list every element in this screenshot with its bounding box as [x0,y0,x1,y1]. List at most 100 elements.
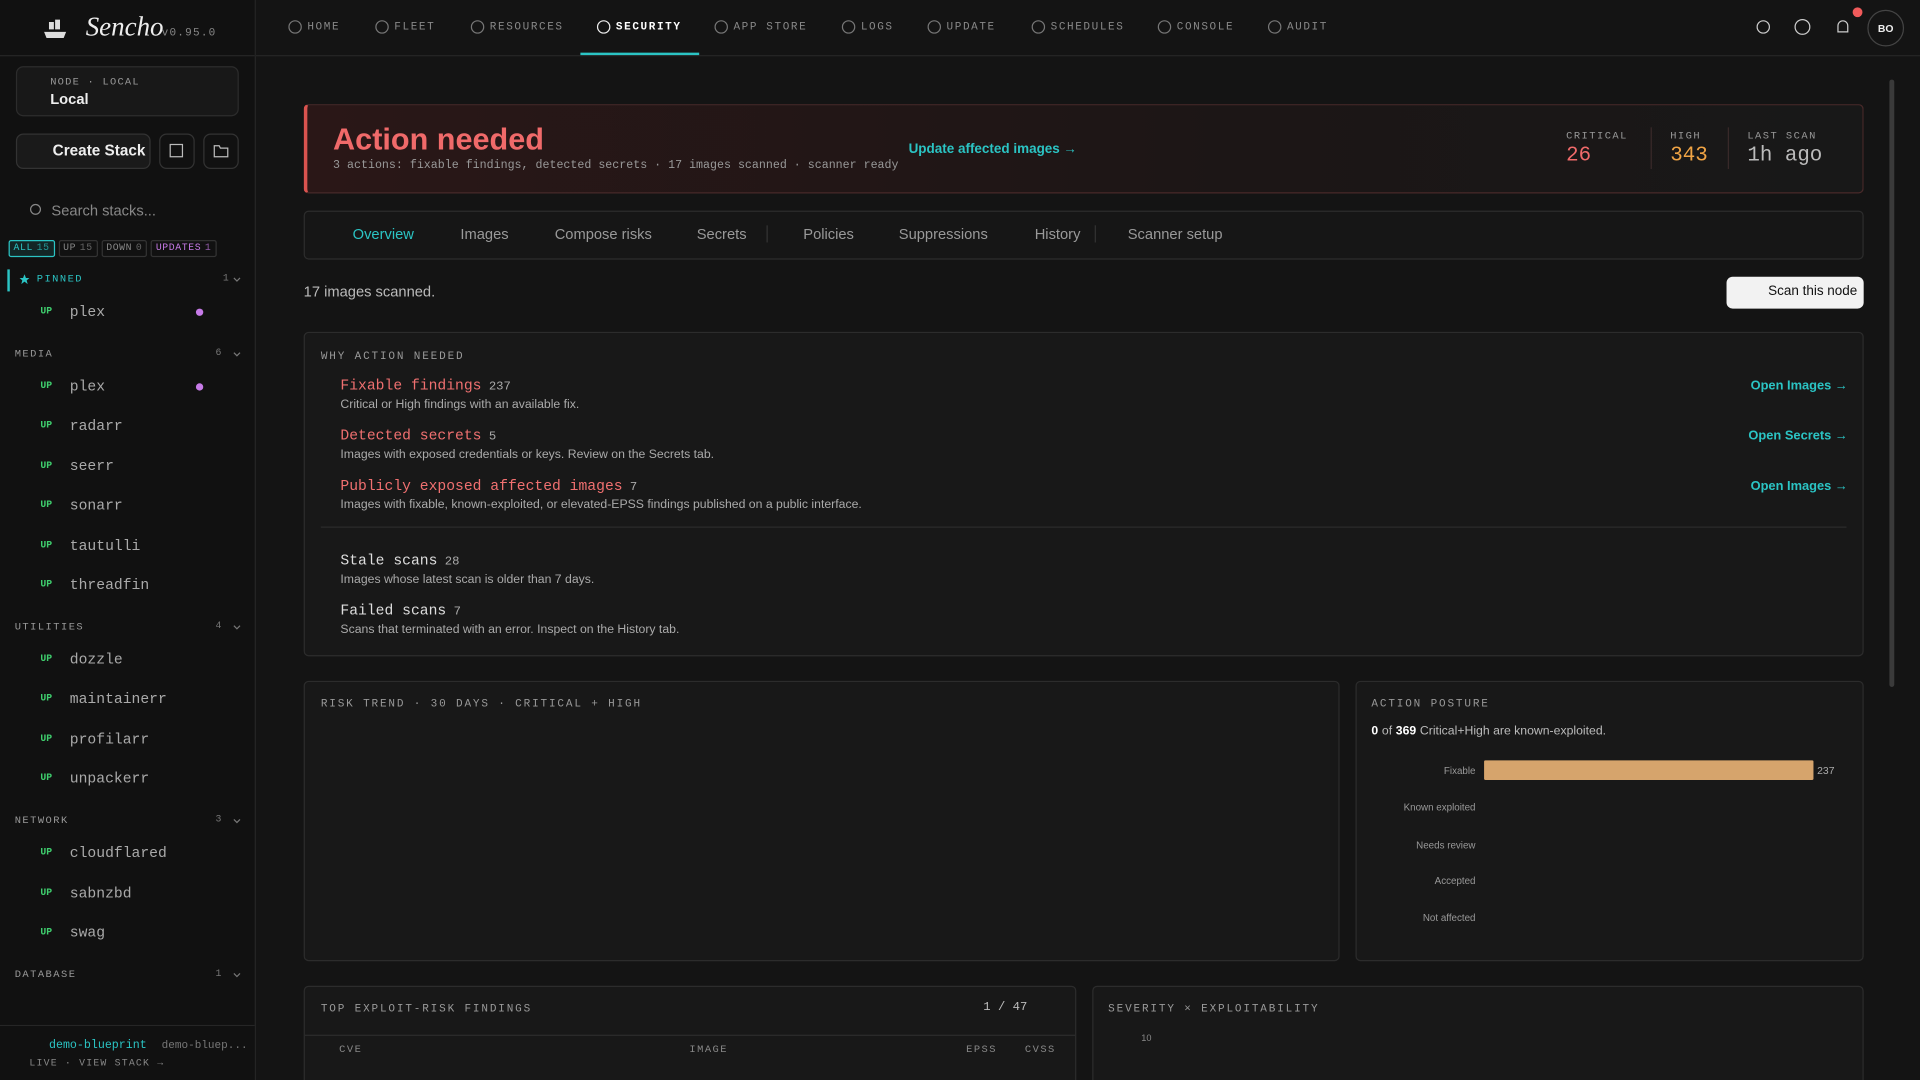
avatar[interactable]: BO [1867,9,1905,47]
scrollbar [1889,79,1895,687]
create-stack-button[interactable] [15,133,151,169]
stack-name[interactable]: plex [69,303,106,321]
nav-icon [714,20,728,34]
finding-count: 5 [488,431,497,445]
nav-item[interactable]: UPDATE [946,20,996,34]
nav-icon [375,20,389,34]
banner-link[interactable]: Update affected images → [908,142,1077,157]
finding-link[interactable]: Open Images → [1750,378,1848,394]
finding-title: Failed scans [340,602,447,620]
stat-value: 26 [1566,144,1592,168]
logo [44,19,67,38]
filter-chip[interactable]: DOWN 0 [101,240,148,258]
nav-item[interactable]: AUDIT [1286,20,1328,34]
table-divider [304,1034,1076,1036]
tab[interactable]: Scanner setup [1127,225,1223,243]
y-tick-label: 10 [1141,1032,1152,1044]
stack-name[interactable]: dozzle [69,651,123,669]
node-label: NODE · LOCAL [50,75,140,89]
create-stack-label: Create Stack [52,142,146,160]
finding-row: Publicly exposed affected images 7 [340,476,637,498]
stack-name[interactable]: tautulli [69,537,141,555]
nav-item[interactable]: FLEET [394,20,436,34]
finding-count: 28 [444,555,460,570]
note-text: Critical+High are known-exploited. [1419,724,1607,739]
sidebar-footer-bg [0,1026,255,1080]
group-name: DATABASE [14,968,77,981]
note-exploited: 0 [1371,724,1379,739]
nav-item[interactable]: SCHEDULES [1050,20,1125,34]
group-name: MEDIA [14,347,54,360]
stack-status: UP [40,306,53,318]
filter-bar: ALL 15 UP 15 DOWN 0 UPDATES 1 [8,240,217,258]
stack-status: UP [40,380,53,392]
node-selector[interactable] [15,66,239,117]
tab[interactable]: Policies [803,225,854,243]
stack-name[interactable]: seerr [69,457,114,475]
tab[interactable]: Secrets [696,225,747,243]
search-input[interactable]: Search stacks... [51,202,156,220]
stat-divider [1650,127,1652,169]
brand: Sencho [85,11,164,42]
finding-title: Publicly exposed affected images [340,477,623,495]
scan-button-label[interactable]: Scan this node [1768,284,1858,299]
nav-icon [1157,20,1172,34]
stack-name[interactable]: cloudflared [69,845,167,863]
finding-row: Detected secrets 5 [340,426,496,448]
banner-title: Action needed [333,122,544,157]
stack-name[interactable]: unpackerr [69,770,150,788]
tab[interactable]: Overview [352,225,414,243]
filter-chip[interactable]: UPDATES 1 [150,240,217,258]
stack-name[interactable]: sabnzbd [69,884,132,902]
stack-name[interactable]: maintainerr [69,691,167,709]
column-header: IMAGE [689,1043,728,1056]
filter-chip[interactable]: UP 15 [58,240,98,258]
footer-link[interactable]: LIVE · VIEW STACK → [29,1057,165,1069]
note-of: of [1381,724,1393,739]
stat-label: HIGH [1670,129,1702,143]
tab[interactable]: History [1034,225,1081,243]
finding-link[interactable]: Open Images → [1750,478,1848,494]
tab[interactable]: Images [460,225,509,243]
stat-label: LAST SCAN [1747,129,1817,143]
scan-button[interactable] [1726,276,1864,309]
nav-item[interactable]: LOGS [860,20,894,34]
bar-label: Needs review [1416,839,1476,851]
panel-title: WHY ACTION NEEDED [320,350,465,363]
chart-title: RISK TREND · 30 DAYS · CRITICAL + HIGH [320,697,642,711]
chart-panel [303,680,1340,962]
finding-link[interactable]: Open Secrets → [1748,428,1848,444]
version: v0.95.0 [161,26,217,40]
stack-name[interactable]: plex [69,378,106,396]
action-banner [303,104,1864,194]
nav-item[interactable]: HOME [307,20,341,34]
tab[interactable]: Compose risks [554,225,652,243]
search-icon [1756,20,1771,34]
nav-item[interactable]: CONSOLE [1176,20,1235,34]
tab-bar [303,210,1864,260]
nav-icon [470,20,485,34]
nav-icon [927,20,942,34]
stack-name[interactable]: threadfin [69,576,150,594]
stack-name[interactable]: profilarr [69,730,150,748]
bar [1484,760,1814,780]
findings-panel [303,985,1077,1080]
footer-stack[interactable]: demo-blueprint [48,1038,147,1052]
nav-item[interactable]: RESOURCES [489,20,564,34]
bar-label: Fixable [1443,764,1476,776]
nav-item[interactable]: SECURITY [615,20,682,34]
stack-name[interactable]: sonarr [69,497,123,515]
column-header: CVE [339,1043,363,1056]
finding-desc: Scans that terminated with an error. Ins… [340,623,680,637]
stack-name[interactable]: radarr [69,418,123,436]
icon-button[interactable] [159,133,195,169]
nav-item[interactable]: APP STORE [733,20,808,34]
icon-button[interactable] [203,133,239,169]
tab[interactable]: Suppressions [898,225,988,243]
group-count: 4 [215,620,222,632]
group-count: 1 [222,273,229,285]
filter-chip[interactable]: ALL 15 [8,240,55,258]
filter-count: 15 [36,242,50,254]
bar-label: Known exploited [1403,801,1476,813]
stack-name[interactable]: swag [69,924,106,942]
